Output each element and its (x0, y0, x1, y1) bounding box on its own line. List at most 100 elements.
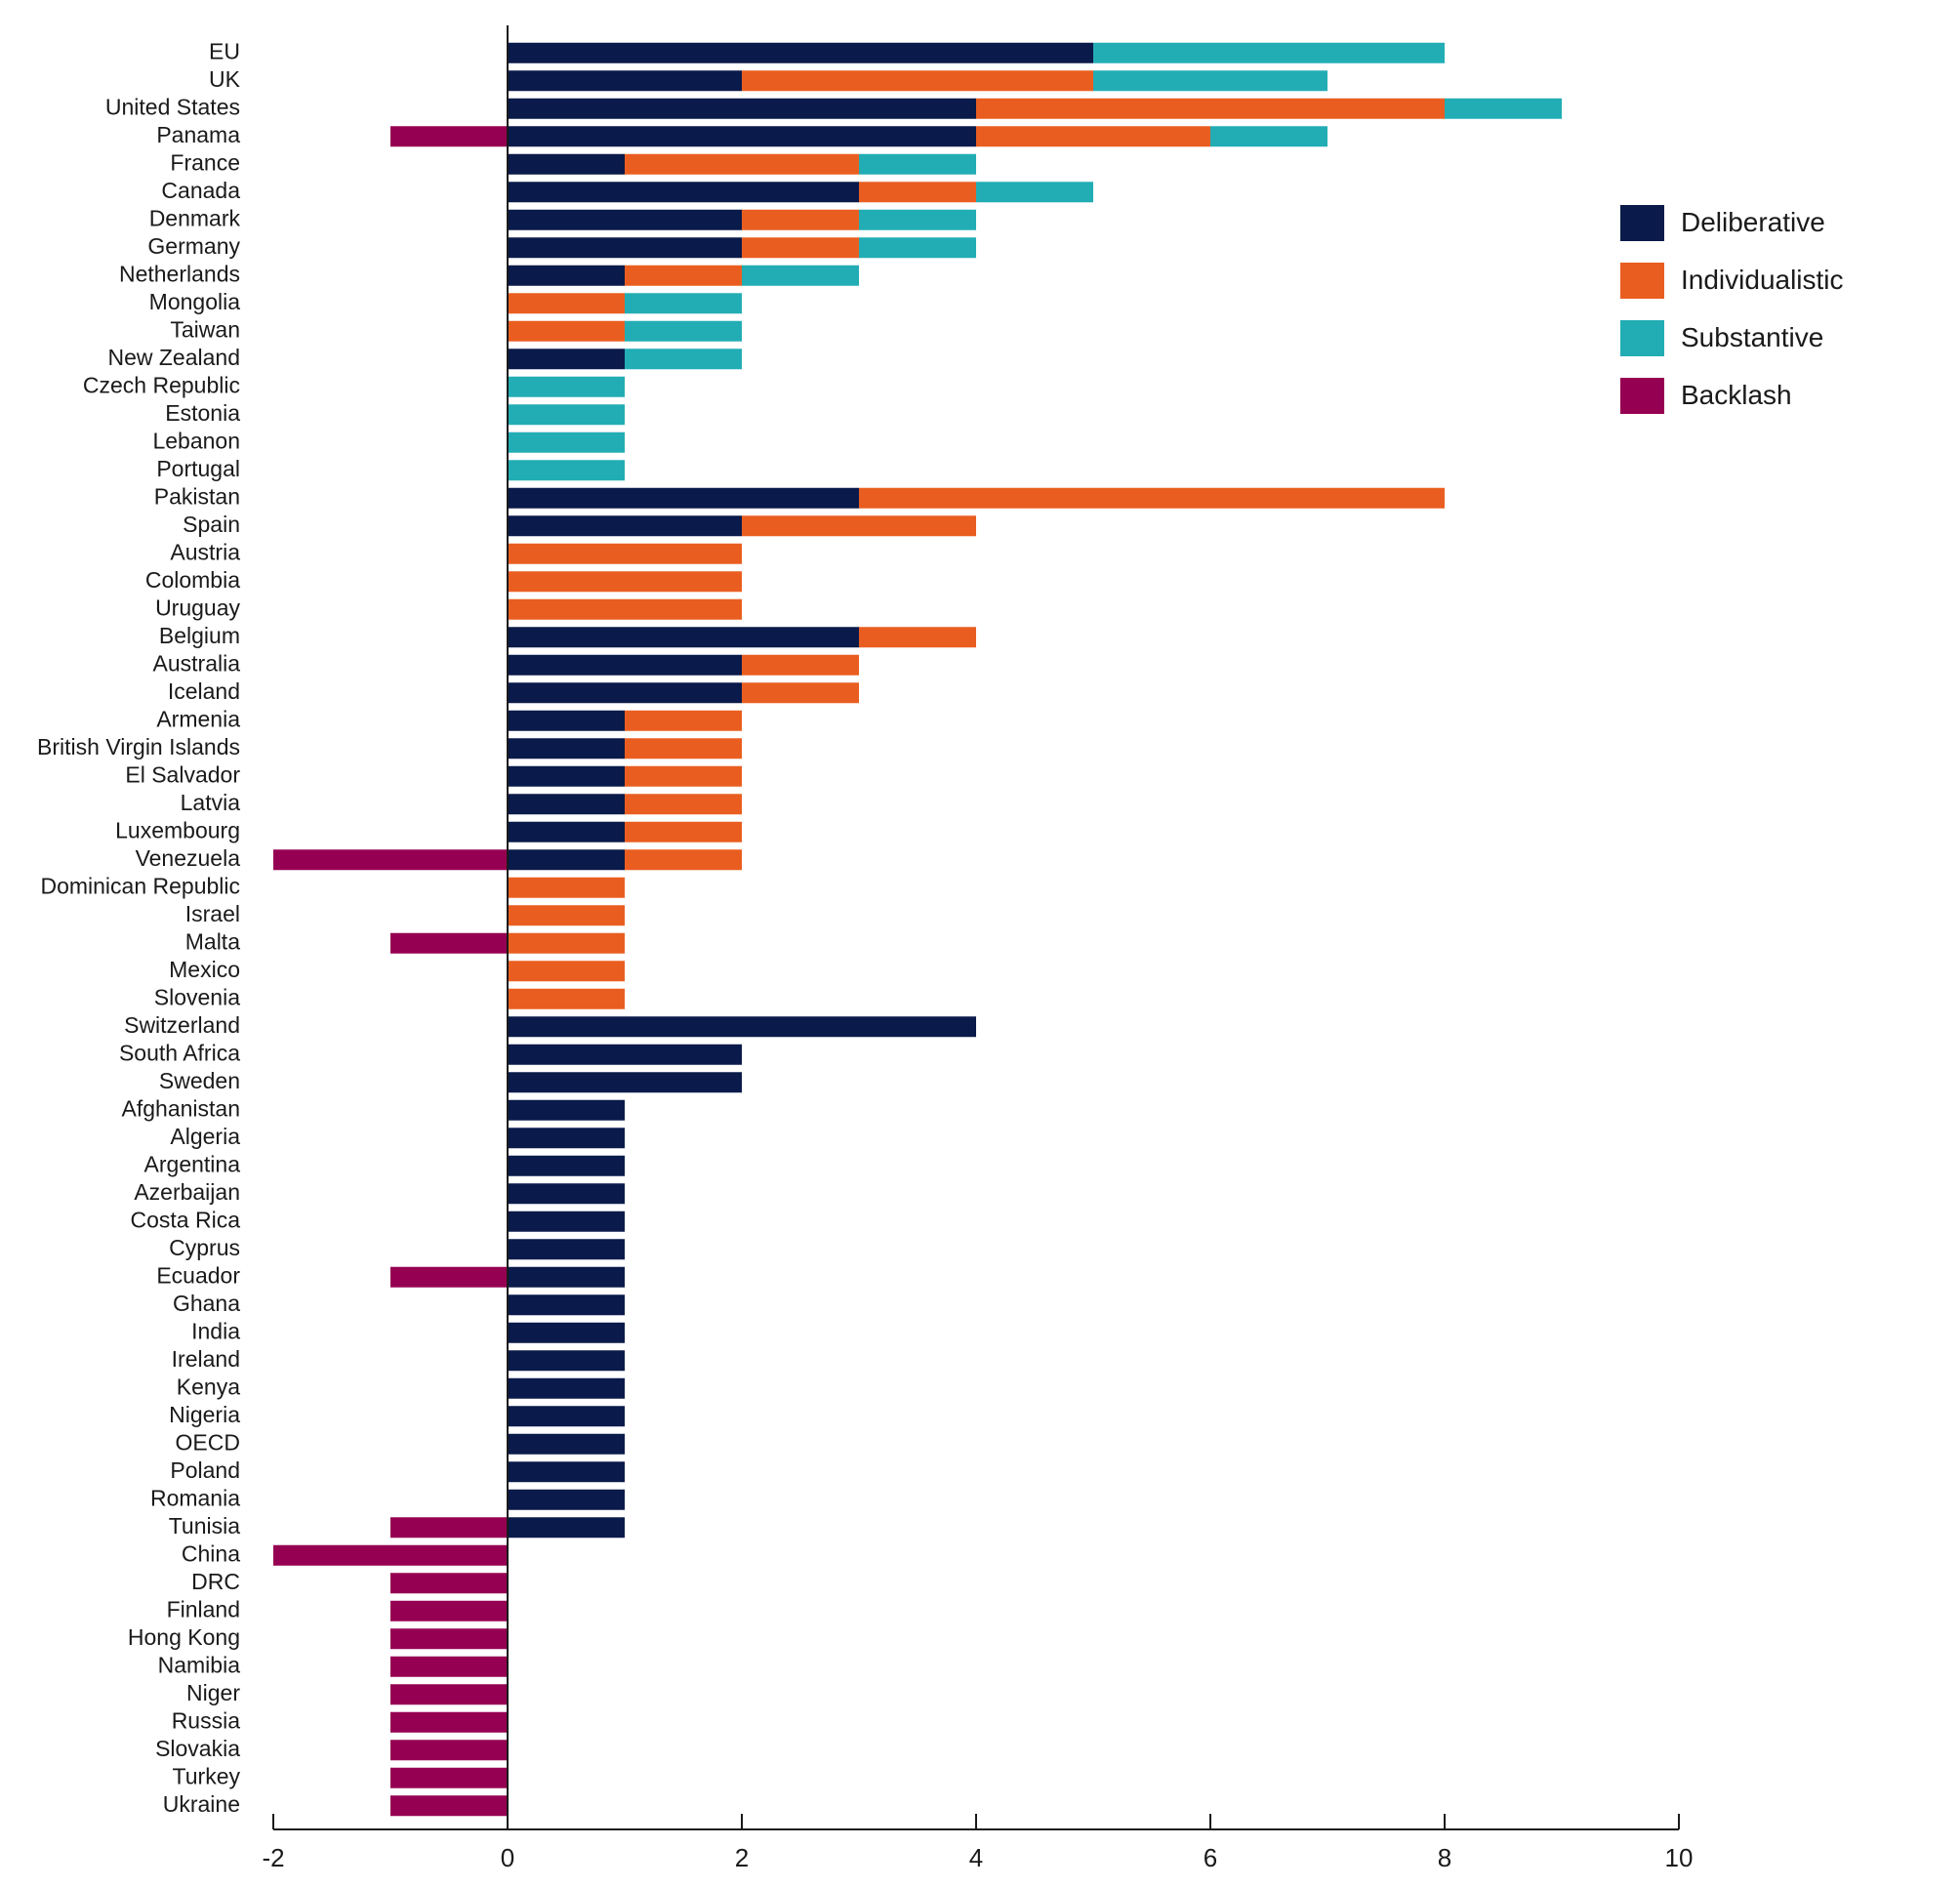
legend-item-backlash: Backlash (1620, 378, 1942, 423)
bar-deliberative-ghana (508, 1294, 625, 1316)
category-label-iceland: Iceland (168, 678, 240, 704)
bar-individualistic-denmark (742, 209, 859, 230)
bar-backlash-turkey (390, 1767, 508, 1788)
bar-deliberative-ireland (508, 1350, 625, 1372)
bar-substantive-uk (1093, 70, 1327, 92)
legend-label-backlash: Backlash (1681, 380, 1792, 410)
bar-substantive-estonia (508, 404, 625, 426)
category-label-china: China (182, 1540, 240, 1566)
category-label-czech-republic: Czech Republic (83, 372, 240, 397)
bar-substantive-canada (976, 182, 1093, 203)
x-axis: -2 0 2 4 6 8 10 (262, 25, 1693, 1872)
category-label-pakistan: Pakistan (154, 483, 240, 509)
category-label-argentina: Argentina (144, 1151, 241, 1176)
bar-individualistic-armenia (625, 710, 742, 731)
category-label-canada: Canada (161, 178, 240, 203)
bar-individualistic-austria (508, 543, 742, 564)
category-label-belgium: Belgium (159, 623, 240, 648)
legend-swatch-backlash (1620, 378, 1664, 414)
category-label-tunisia: Tunisia (169, 1513, 240, 1539)
category-label-namibia: Namibia (158, 1652, 241, 1677)
x-tick-label-6: 6 (1204, 1843, 1217, 1872)
legend-label-individualistic: Individualistic (1681, 265, 1844, 295)
bar-deliberative-panama (508, 126, 976, 147)
category-label-portugal: Portugal (156, 456, 240, 481)
bar-substantive-portugal (508, 460, 625, 481)
category-label-slovakia: Slovakia (155, 1736, 240, 1761)
bar-deliberative-new-zealand (508, 349, 625, 370)
legend-label-deliberative: Deliberative (1681, 207, 1825, 237)
category-label-slovenia: Slovenia (154, 984, 240, 1009)
legend-item-deliberative: Deliberative (1620, 205, 1942, 250)
category-label-ghana: Ghana (173, 1291, 240, 1316)
bar-backlash-china (273, 1544, 508, 1566)
bar-individualistic-pakistan (859, 487, 1445, 509)
bar-deliberative-venezuela (508, 849, 625, 871)
bar-deliberative-afghanistan (508, 1099, 625, 1121)
category-label-azerbaijan: Azerbaijan (134, 1179, 240, 1205)
bar-individualistic-panama (976, 126, 1210, 147)
category-label-south-africa: South Africa (119, 1040, 240, 1065)
bar-individualistic-venezuela (625, 849, 742, 871)
bar-deliberative-romania (508, 1489, 625, 1510)
category-label-cyprus: Cyprus (169, 1235, 240, 1260)
bar-individualistic-british-virgin-islands (625, 738, 742, 759)
legend-item-substantive: Substantive (1620, 320, 1942, 365)
category-label-eu: EU (209, 38, 240, 63)
bar-backlash-russia (390, 1711, 508, 1733)
category-label-austria: Austria (170, 539, 240, 564)
bar-backlash-ukraine (390, 1795, 508, 1817)
category-label-luxembourg: Luxembourg (115, 817, 240, 842)
bar-deliberative-luxembourg (508, 821, 625, 842)
bar-deliberative-iceland (508, 682, 742, 704)
category-label-turkey: Turkey (173, 1763, 241, 1788)
bar-deliberative-canada (508, 182, 859, 203)
category-label-costa-rica: Costa Rica (131, 1207, 241, 1232)
category-label-british-virgin-islands: British Virgin Islands (37, 734, 240, 759)
bar-backlash-panama (390, 126, 508, 147)
legend-swatch-individualistic (1620, 263, 1664, 299)
bar-backlash-slovakia (390, 1740, 508, 1761)
bar-individualistic-uruguay (508, 598, 742, 620)
bar-deliberative-nigeria (508, 1406, 625, 1427)
category-label-france: France (170, 149, 240, 175)
category-label-ukraine: Ukraine (163, 1791, 240, 1817)
category-label-estonia: Estonia (165, 400, 240, 426)
bar-individualistic-mexico (508, 961, 625, 982)
bar-individualistic-latvia (625, 794, 742, 815)
bar-individualistic-dominican-republic (508, 877, 625, 898)
bar-individualistic-france (625, 153, 859, 175)
bar-individualistic-spain (742, 515, 976, 537)
legend: Deliberative Individualistic Substantive… (1620, 205, 1942, 435)
category-label-poland: Poland (170, 1457, 240, 1483)
bar-backlash-niger (390, 1684, 508, 1705)
bar-deliberative-pakistan (508, 487, 859, 509)
category-label-switzerland: Switzerland (124, 1012, 240, 1038)
bar-deliberative-latvia (508, 794, 625, 815)
category-label-finland: Finland (167, 1596, 240, 1621)
category-label-denmark: Denmark (149, 205, 241, 230)
bar-substantive-eu (1093, 42, 1445, 63)
category-label-oecd: OECD (176, 1429, 240, 1455)
bar-deliberative-germany (508, 237, 742, 259)
bar-deliberative-armenia (508, 710, 625, 731)
bar-deliberative-ecuador (508, 1266, 625, 1288)
bar-individualistic-israel (508, 905, 625, 926)
bar-substantive-new-zealand (625, 349, 742, 370)
bar-substantive-czech-republic (508, 376, 625, 397)
bar-substantive-lebanon (508, 431, 625, 453)
x-tick-label-10: 10 (1665, 1843, 1694, 1872)
category-label-drc: DRC (191, 1569, 240, 1594)
bar-deliberative-oecd (508, 1433, 625, 1455)
bar-backlash-venezuela (273, 849, 508, 871)
bar-individualistic-canada (859, 182, 976, 203)
category-label-lebanon: Lebanon (152, 428, 240, 453)
bar-individualistic-luxembourg (625, 821, 742, 842)
bar-substantive-netherlands (742, 265, 859, 286)
category-label-nigeria: Nigeria (169, 1402, 240, 1427)
category-label-dominican-republic: Dominican Republic (40, 873, 240, 898)
category-label-panama: Panama (156, 122, 240, 147)
